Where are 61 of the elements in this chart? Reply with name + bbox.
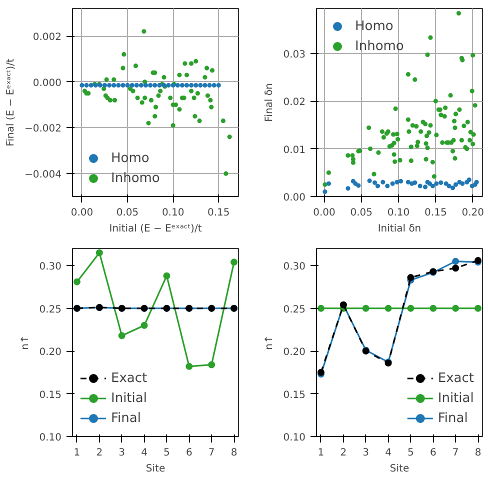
y-axis-title: Final (E − Eᵉˣᵃᶜᵗ)/t bbox=[5, 58, 16, 146]
legend-label: Initial bbox=[111, 390, 147, 406]
y-tick-label: 0.002 bbox=[32, 32, 62, 44]
y-tick-label: 0.00 bbox=[283, 192, 306, 204]
legend-label: Inhomo bbox=[111, 170, 160, 186]
y-axis-title: n↑ bbox=[264, 335, 276, 350]
legend-label: Homo bbox=[355, 18, 394, 34]
y-axis-title: n↑ bbox=[20, 335, 32, 350]
y-tick-label: 0.25 bbox=[39, 304, 62, 316]
x-tick-label: 0.20 bbox=[462, 208, 484, 218]
x-tick-label: 5 bbox=[164, 448, 170, 458]
x-tick-label: 7 bbox=[208, 448, 215, 458]
legend-label: Final bbox=[438, 410, 468, 426]
x-tick-label: 6 bbox=[186, 448, 192, 458]
x-tick-label: 0.10 bbox=[162, 208, 184, 218]
x-tick-label: 4 bbox=[141, 448, 148, 458]
x-tick-label: 4 bbox=[385, 448, 392, 458]
y-tick-label: 0.15 bbox=[39, 390, 62, 401]
y-tick-label: 0.01 bbox=[283, 144, 306, 156]
y-tick-label: 0.30 bbox=[283, 262, 306, 273]
y-tick-label: 0.20 bbox=[283, 347, 306, 358]
x-tick-label: 2 bbox=[96, 448, 103, 458]
y-tick-label: 0.000 bbox=[32, 78, 62, 89]
x-tick-label: 0.00 bbox=[313, 208, 336, 218]
x-axis-title: Initial δn bbox=[378, 224, 422, 234]
x-tick-label: 1 bbox=[318, 448, 324, 458]
y-tick-label: 0.30 bbox=[39, 262, 62, 273]
x-tick-label: 8 bbox=[474, 448, 482, 458]
x-tick-label: 6 bbox=[430, 448, 436, 458]
y-tick-label: −0.002 bbox=[24, 124, 62, 135]
legend-label: Inhomo bbox=[355, 38, 404, 54]
x-tick-label: 3 bbox=[118, 448, 126, 458]
x-axis-title: Initial (E − Eᵉˣᵃᶜᵗ)/t bbox=[109, 224, 202, 234]
y-tick-label: −0.004 bbox=[24, 170, 62, 181]
y-tick-label: 0.15 bbox=[283, 390, 306, 401]
x-tick-label: 2 bbox=[340, 448, 347, 458]
x-axis-title: Site bbox=[390, 464, 410, 474]
legend-label: Homo bbox=[111, 150, 150, 166]
x-tick-label: 0.00 bbox=[70, 208, 94, 218]
y-tick-label: 0.02 bbox=[283, 97, 306, 108]
legend-label: Final bbox=[111, 410, 141, 426]
y-axis-title: Final δn bbox=[264, 83, 276, 122]
legend-label: Exact bbox=[438, 370, 474, 386]
x-tick-label: 0.15 bbox=[424, 208, 447, 218]
x-tick-label: 0.05 bbox=[116, 208, 139, 218]
legend-label: Initial bbox=[438, 390, 474, 406]
y-tick-label: 0.03 bbox=[283, 49, 306, 60]
x-tick-label: 0.05 bbox=[350, 208, 373, 218]
x-tick-label: 0.15 bbox=[208, 208, 230, 218]
y-tick-label: 0.25 bbox=[283, 304, 306, 316]
x-axis-title: Site bbox=[146, 464, 166, 474]
x-tick-label: 1 bbox=[74, 448, 80, 458]
x-tick-label: 3 bbox=[362, 448, 370, 458]
y-tick-label: 0.10 bbox=[39, 432, 62, 444]
y-tick-label: 0.10 bbox=[283, 432, 306, 444]
x-tick-label: 0.10 bbox=[387, 208, 410, 218]
y-tick-label: 0.20 bbox=[39, 347, 62, 358]
x-tick-label: 7 bbox=[452, 448, 459, 458]
x-tick-label: 5 bbox=[408, 448, 414, 458]
legend-label: Exact bbox=[111, 370, 148, 386]
x-tick-label: 8 bbox=[230, 448, 238, 458]
